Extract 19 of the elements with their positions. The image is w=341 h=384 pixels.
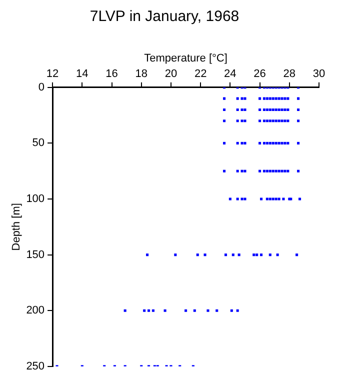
x-tick-label: 22 xyxy=(194,68,207,80)
x-tick-label: 28 xyxy=(283,68,296,80)
x-tick-label: 18 xyxy=(135,68,148,80)
x-tick-label: 12 xyxy=(46,68,59,80)
x-tick-label: 14 xyxy=(76,68,88,80)
y-tick-label: 0 xyxy=(38,81,45,94)
y-tick-label: 50 xyxy=(32,137,45,150)
x-tick-label: 24 xyxy=(224,68,236,80)
chart-title: 7LVP in January, 1968 xyxy=(90,8,240,26)
y-tick-label: 250 xyxy=(26,360,45,372)
y-axis-title: Depth [m] xyxy=(10,203,23,251)
x-tick-label: 26 xyxy=(254,68,266,80)
x-tick-label: 30 xyxy=(312,68,326,80)
y-tick-label: 150 xyxy=(26,248,45,261)
x-tick-label: 20 xyxy=(164,68,178,80)
y-tick-label: 100 xyxy=(26,193,45,206)
y-tick-label: 200 xyxy=(26,304,45,317)
x-tick-label: 16 xyxy=(106,68,118,80)
x-axis-title: Temperature [°C] xyxy=(144,52,228,65)
